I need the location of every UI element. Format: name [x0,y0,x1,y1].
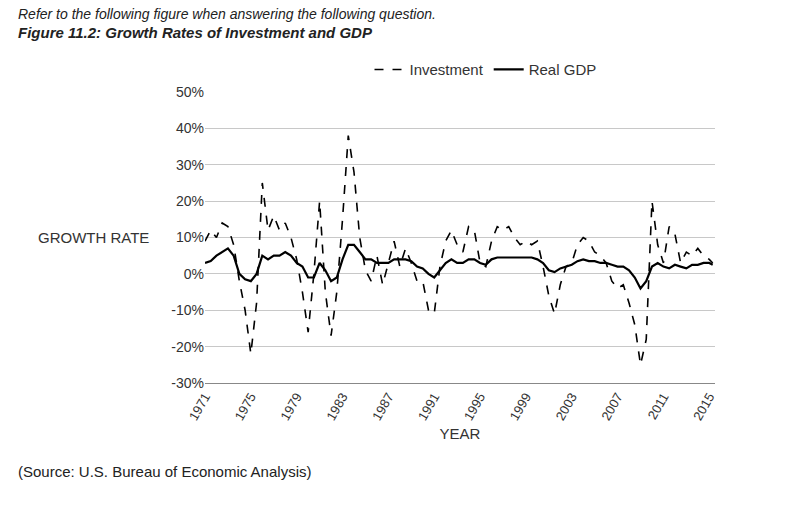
svg-text:2015: 2015 [690,390,717,423]
svg-text:YEAR: YEAR [440,425,481,442]
html-text:Refer to the following figure: Refer to the following figure when answe… [18,6,436,22]
svg-text:1983: 1983 [323,390,350,423]
svg-text:1987: 1987 [369,390,396,423]
svg-text:20%: 20% [176,193,204,209]
svg-text:Investment: Investment [410,61,484,78]
svg-text:Real GDP: Real GDP [529,61,597,78]
svg-text:-10%: -10% [171,302,204,318]
svg-text:2011: 2011 [645,390,672,422]
svg-text:1975: 1975 [232,390,259,423]
svg-text:1979: 1979 [277,390,304,423]
svg-text:30%: 30% [176,157,204,173]
svg-text:2007: 2007 [598,390,625,423]
svg-text:GROWTH RATE: GROWTH RATE [38,229,149,246]
svg-text:1971: 1971 [186,390,213,423]
svg-text:2003: 2003 [553,390,580,423]
html-text:Figure 11.2: Growth Rates of I: Figure 11.2: Growth Rates of Investment … [18,24,372,41]
svg-text:1999: 1999 [507,390,534,423]
svg-text:10%: 10% [176,229,204,245]
svg-text:-30%: -30% [171,375,204,391]
svg-text:1991: 1991 [415,390,442,423]
html-text:(Source: U.S. Bureau of Econom: (Source: U.S. Bureau of Economic Analysi… [18,463,312,480]
svg-text:1995: 1995 [461,390,488,423]
svg-text:-20%: -20% [171,339,204,355]
svg-text:0%: 0% [184,266,204,282]
svg-text:50%: 50% [176,84,204,100]
svg-text:40%: 40% [176,120,204,136]
